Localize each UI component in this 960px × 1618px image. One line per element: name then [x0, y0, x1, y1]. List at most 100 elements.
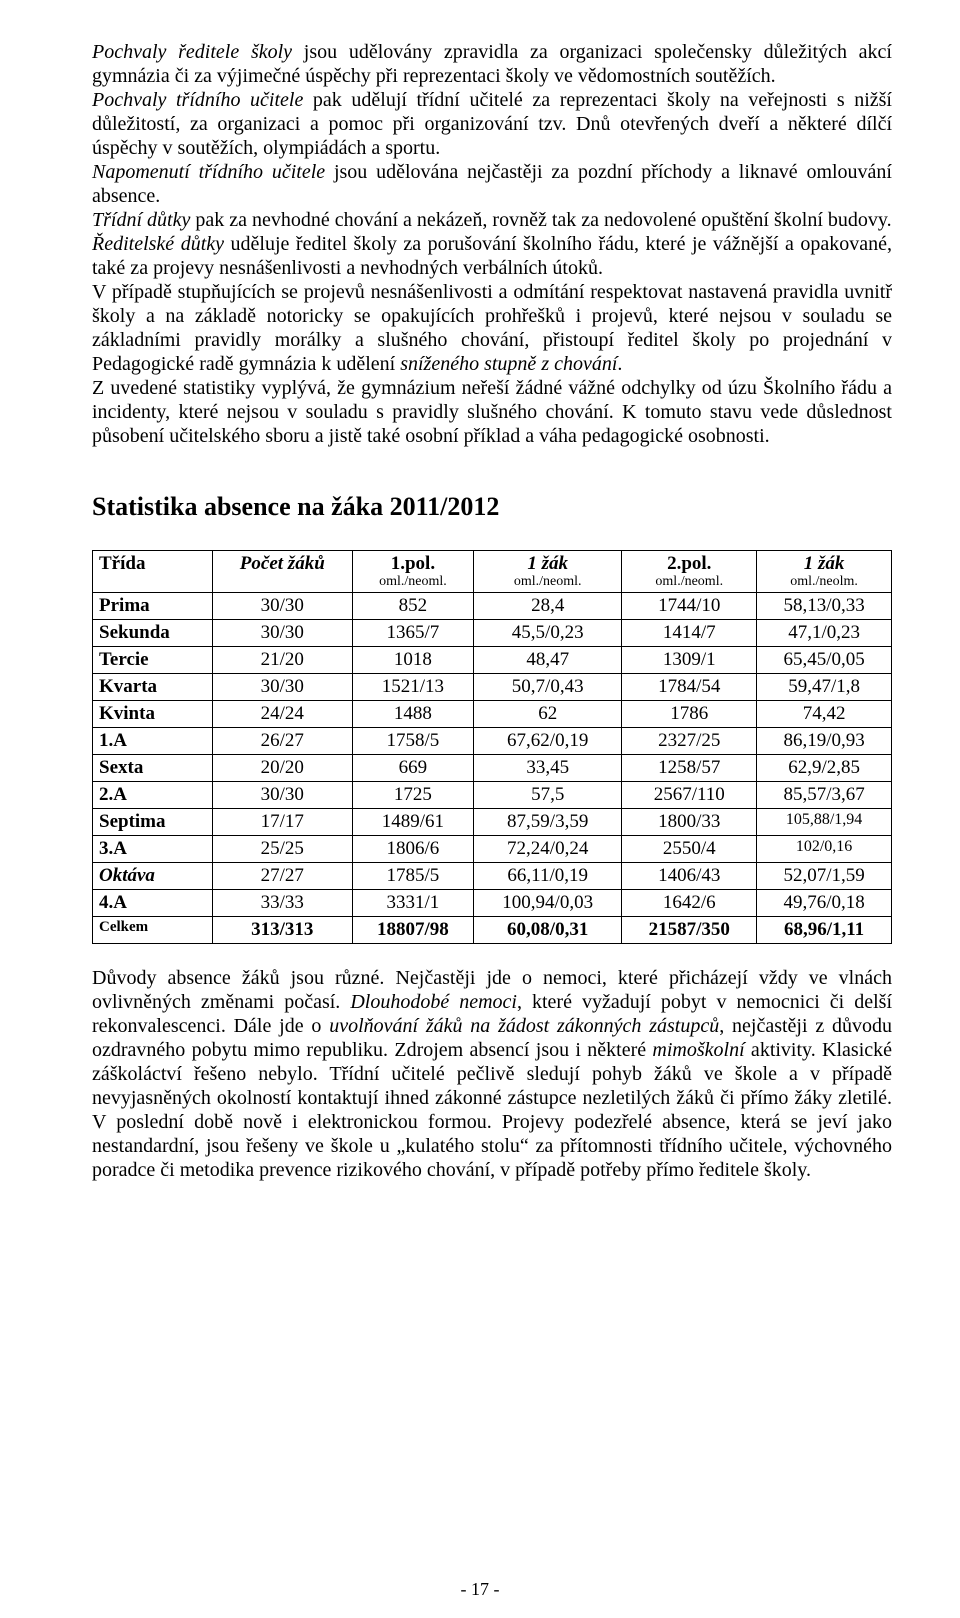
cell-label: Prima: [93, 592, 213, 619]
col-1pol-sub: oml./neoml.: [359, 575, 467, 590]
term-mimoskolni: mimoškolní: [652, 1039, 744, 1061]
col-1pol-label: 1.pol.: [359, 553, 467, 575]
col-2pol-label: 2.pol.: [628, 553, 750, 575]
text: .: [617, 353, 622, 375]
cell-value: 1800/33: [622, 808, 757, 835]
table-row: Kvarta30/301521/1350,7/0,431784/5459,47/…: [93, 673, 892, 700]
paragraph-reditelske-dutky: Ředitelské důtky uděluje ředitel školy z…: [92, 232, 892, 280]
cell-value: 20/20: [212, 754, 352, 781]
col-2zak: 1 žákoml./neolm.: [757, 551, 892, 593]
cell-value: 87,59/3,59: [474, 808, 622, 835]
cell-value: 1414/7: [622, 619, 757, 646]
table-body: Prima30/3085228,41744/1058,13/0,33Sekund…: [93, 592, 892, 943]
term-snizeny-stupen: sníženého stupně z chování: [400, 353, 617, 375]
table-row-total: Celkem313/31318807/9860,08/0,3121587/350…: [93, 916, 892, 943]
cell-value: 18807/98: [352, 916, 473, 943]
cell-value: 1785/5: [352, 862, 473, 889]
paragraph-pochvaly-reditele: Pochvaly ředitele školy jsou udělovány z…: [92, 40, 892, 88]
cell-value: 85,57/3,67: [757, 781, 892, 808]
term-uvolnovani: uvolňování žáků na žádost zákonných zást…: [329, 1015, 719, 1037]
cell-value: 2327/25: [622, 727, 757, 754]
cell-value: 67,62/0,19: [474, 727, 622, 754]
cell-label: Sekunda: [93, 619, 213, 646]
table-statistika: Třída Počet žáků 1.pol.oml./neoml. 1 žák…: [92, 550, 892, 944]
table-header-row: Třída Počet žáků 1.pol.oml./neoml. 1 žák…: [93, 551, 892, 593]
term-dlouhodobe-nemoci: Dlouhodobé nemoci: [350, 991, 517, 1013]
cell-value: 1786: [622, 700, 757, 727]
paragraph-statistika-info: Z uvedené statistiky vyplývá, že gymnázi…: [92, 376, 892, 448]
cell-value: 2550/4: [622, 835, 757, 862]
cell-value: 105,88/1,94: [757, 808, 892, 835]
page-number: - 17 -: [0, 1579, 960, 1600]
cell-value: 62,9/2,85: [757, 754, 892, 781]
term-reditelske-dutky: Ředitelské důtky: [92, 233, 224, 255]
cell-value: 102/0,16: [757, 835, 892, 862]
cell-value: 33,45: [474, 754, 622, 781]
col-trida: Třída: [93, 551, 213, 593]
cell-value: 65,45/0,05: [757, 646, 892, 673]
term-tridni-dutky: Třídní důtky: [92, 209, 190, 231]
col-1zak: 1 žákoml./neoml.: [474, 551, 622, 593]
table-row: Sekunda30/301365/745,5/0,231414/747,1/0,…: [93, 619, 892, 646]
cell-value: 47,1/0,23: [757, 619, 892, 646]
cell-label: Kvinta: [93, 700, 213, 727]
table-row: 3.A25/251806/672,24/0,242550/4102/0,16: [93, 835, 892, 862]
cell-value: 30/30: [212, 781, 352, 808]
cell-value: 1406/43: [622, 862, 757, 889]
cell-value: 3331/1: [352, 889, 473, 916]
cell-value: 1309/1: [622, 646, 757, 673]
table-row: 1.A26/271758/567,62/0,192327/2586,19/0,9…: [93, 727, 892, 754]
col-2zak-label: 1 žák: [763, 553, 885, 575]
cell-value: 1725: [352, 781, 473, 808]
col-2pol-sub: oml./neoml.: [628, 575, 750, 590]
cell-value: 74,42: [757, 700, 892, 727]
cell-value: 2567/110: [622, 781, 757, 808]
col-1pol: 1.pol.oml./neoml.: [352, 551, 473, 593]
cell-value: 49,76/0,18: [757, 889, 892, 916]
cell-label: Oktáva: [93, 862, 213, 889]
table-row: Prima30/3085228,41744/1058,13/0,33: [93, 592, 892, 619]
term-napomenuti: Napomenutí třídního učitele: [92, 161, 325, 183]
text: pak za nevhodné chování a nekázeň, rovně…: [190, 209, 891, 231]
table-row: Oktáva27/271785/566,11/0,191406/4352,07/…: [93, 862, 892, 889]
cell-value: 1642/6: [622, 889, 757, 916]
cell-value: 1784/54: [622, 673, 757, 700]
cell-value: 30/30: [212, 619, 352, 646]
table-row: 2.A30/30172557,52567/11085,57/3,67: [93, 781, 892, 808]
cell-label: 1.A: [93, 727, 213, 754]
cell-label: Kvarta: [93, 673, 213, 700]
col-pocet: Počet žáků: [212, 551, 352, 593]
cell-label: Septima: [93, 808, 213, 835]
paragraph-duvody-absence: Důvody absence žáků jsou různé. Nejčastě…: [92, 966, 892, 1182]
cell-label: Sexta: [93, 754, 213, 781]
col-trida-label: Třída: [99, 553, 206, 575]
col-1zak-sub: oml./neoml.: [480, 575, 615, 590]
page: Pochvaly ředitele školy jsou udělovány z…: [0, 0, 960, 1618]
term-pochvaly-tridniho: Pochvaly třídního učitele: [92, 89, 303, 111]
cell-value: 59,47/1,8: [757, 673, 892, 700]
cell-value: 72,24/0,24: [474, 835, 622, 862]
paragraph-napomenuti: Napomenutí třídního učitele jsou udělová…: [92, 160, 892, 208]
term-pochvaly-reditele: Pochvaly ředitele školy: [92, 41, 292, 63]
cell-value: 1744/10: [622, 592, 757, 619]
cell-value: 669: [352, 754, 473, 781]
cell-value: 1521/13: [352, 673, 473, 700]
text: Z uvedené statistiky vyplývá, že gymnázi…: [92, 377, 892, 447]
cell-value: 1489/61: [352, 808, 473, 835]
table-row: Kvinta24/24148862178674,42: [93, 700, 892, 727]
cell-value: 1365/7: [352, 619, 473, 646]
cell-value: 58,13/0,33: [757, 592, 892, 619]
cell-value: 1488: [352, 700, 473, 727]
cell-value: 1018: [352, 646, 473, 673]
cell-value: 45,5/0,23: [474, 619, 622, 646]
col-2pol: 2.pol.oml./neoml.: [622, 551, 757, 593]
table-row: Tercie21/20101848,471309/165,45/0,05: [93, 646, 892, 673]
cell-value: 30/30: [212, 592, 352, 619]
cell-label: Celkem: [93, 916, 213, 943]
cell-value: 852: [352, 592, 473, 619]
cell-value: 100,94/0,03: [474, 889, 622, 916]
cell-value: 33/33: [212, 889, 352, 916]
cell-value: 27/27: [212, 862, 352, 889]
cell-value: 62: [474, 700, 622, 727]
heading-statistika: Statistika absence na žáka 2011/2012: [92, 492, 892, 522]
